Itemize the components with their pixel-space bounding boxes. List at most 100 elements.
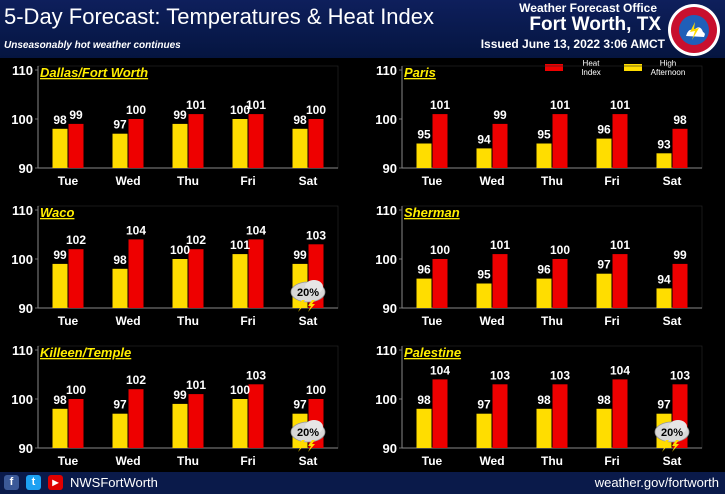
heat-index-value-label: 101 [610,98,630,112]
x-tick-label: Tue [58,314,79,328]
youtube-icon[interactable]: ▶ [48,475,63,490]
high-bar [476,283,492,308]
heat-index-bar [492,384,508,448]
legend-heat-swatch [545,64,563,71]
lightning-bolt [298,440,305,452]
high-bar [656,153,672,168]
high-bar [416,143,432,168]
legend-high-swatch [624,64,642,71]
x-tick-label: Sat [663,454,682,468]
thunderstorm-icon: 20% [654,420,690,452]
heat-index-bar [188,114,204,168]
x-tick-label: Fri [604,314,619,328]
forecast-charts: Heat Index High Afternoon 90 100 110 Dallas/For… [11,59,703,468]
heat-index-value-label: 100 [306,383,326,397]
high-value-label: 100 [230,103,250,117]
heat-index-value-label: 103 [306,228,326,242]
heat-index-bar [612,254,628,308]
city-label: Dallas/Fort Worth [40,65,148,80]
x-tick-label: Thu [177,454,199,468]
high-bar [476,148,492,168]
high-bar [52,408,68,448]
y-tick-label: 100 [11,112,33,127]
city-label: Waco [40,205,74,220]
x-tick-label: Wed [115,314,140,328]
high-bar [476,413,492,448]
heat-index-bar [432,259,448,308]
y-tick-label: 110 [376,63,397,78]
high-value-label: 98 [597,393,611,407]
high-value-label: 94 [657,272,671,286]
x-tick-label: Tue [422,454,443,468]
high-value-label: 96 [537,263,551,277]
x-tick-label: Tue [58,174,79,188]
high-bar [172,123,188,168]
high-bar [596,138,612,168]
website-link[interactable]: weather.gov/fortworth [594,475,719,490]
twitter-icon[interactable]: t [26,475,41,490]
heat-index-value-label: 101 [430,98,450,112]
heat-index-value-label: 99 [493,108,507,122]
heat-index-value-label: 103 [246,368,266,382]
heat-index-value-label: 101 [550,98,570,112]
high-value-label: 99 [173,388,187,402]
heat-index-value-label: 103 [490,368,510,382]
x-tick-label: Fri [604,454,619,468]
high-bar [596,273,612,308]
high-value-label: 99 [293,248,307,262]
social-handle[interactable]: NWSFortWorth [70,475,158,490]
heat-index-bar [128,239,144,308]
y-tick-label: 90 [19,161,33,176]
high-value-label: 97 [113,398,127,412]
heat-index-bar [552,114,568,168]
heat-index-bar [432,379,448,448]
high-bar [112,133,128,168]
chart-sherman: 90 100 110 Sherman 96 100 Tue 95 101 Wed 96 100 Thu 9… [375,203,703,328]
header-banner: 5-Day Forecast: Temperatures & Heat Inde… [0,0,725,58]
y-tick-label: 110 [376,203,397,218]
high-bar [232,399,248,448]
high-value-label: 98 [293,113,307,127]
x-tick-label: Wed [115,174,140,188]
high-value-label: 98 [53,393,67,407]
storm-cloud-puff [669,420,687,434]
thunderstorm-icon: 20% [290,280,326,312]
lightning-bolt [308,440,315,452]
high-value-label: 98 [417,393,431,407]
heat-index-bar [672,263,688,308]
heat-index-bar [612,114,628,168]
heat-index-value-label: 99 [673,248,687,262]
issued-timestamp: Issued June 13, 2022 3:06 AMCT [480,37,665,51]
y-tick-label: 110 [12,63,33,78]
high-bar [596,408,612,448]
heat-index-bar [68,123,84,168]
facebook-icon[interactable]: f [4,475,19,490]
city-label: Sherman [404,205,460,220]
legend-heat-label: Heat Index [581,59,601,77]
heat-index-bar [248,384,264,448]
storm-chance-label: 20% [661,427,683,439]
high-bar [292,128,308,168]
high-value-label: 94 [477,132,491,146]
high-bar [112,413,128,448]
high-value-label: 98 [53,113,67,127]
heat-index-bar [128,389,144,448]
heat-index-value-label: 101 [186,98,206,112]
heat-index-value-label: 104 [430,363,450,377]
high-value-label: 95 [417,128,431,142]
y-tick-label: 90 [383,441,397,456]
y-tick-label: 100 [375,392,397,407]
page-subtitle: Unseasonably hot weather continues [4,40,181,51]
high-bar [232,119,248,168]
y-tick-label: 100 [375,252,397,267]
office-name: Weather Forecast Office [519,1,657,15]
legend: Heat Index High Afternoon [545,59,685,77]
lightning-bolt [298,300,305,312]
high-value-label: 95 [477,268,491,282]
heat-index-value-label: 99 [69,108,83,122]
y-tick-label: 90 [19,301,33,316]
heat-index-value-label: 101 [490,238,510,252]
